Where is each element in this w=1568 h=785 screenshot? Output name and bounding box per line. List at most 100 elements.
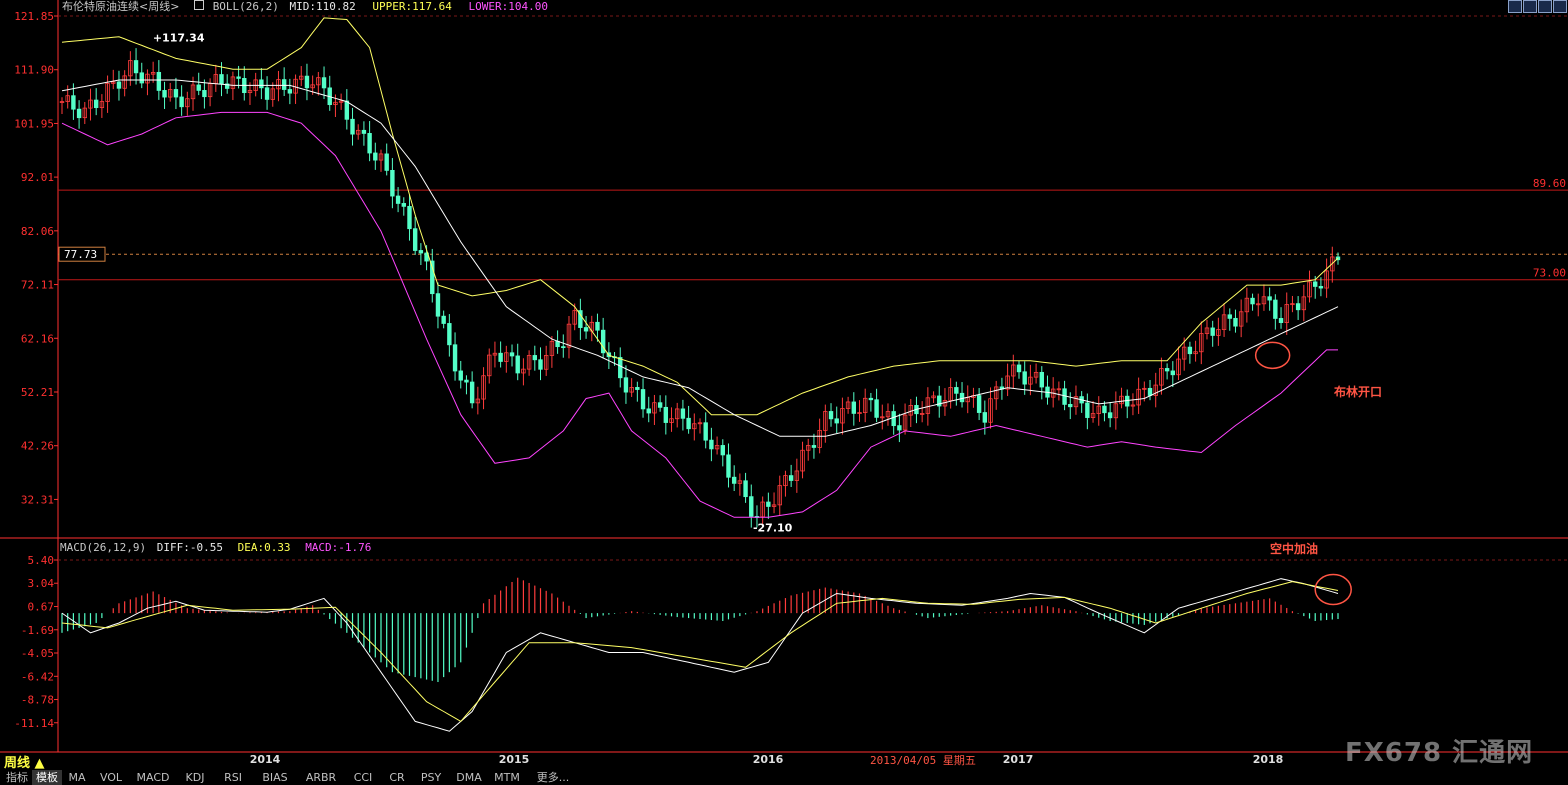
indicator-tab-5[interactable]: KDJ [185,771,205,784]
indicator-tab-8[interactable]: ARBR [305,771,337,784]
macd-tick-label: -1.69 [21,624,54,637]
candle-body [669,418,674,423]
candle-body [583,327,589,332]
candle-body [1119,395,1124,405]
candle-body [202,90,207,98]
indicator-tab-2[interactable]: MA [68,771,86,784]
indicator-tab-4[interactable]: MACD [136,771,170,784]
refuel-label: 空中加油 [1270,541,1318,556]
macd-diff: DIFF:-0.55 [156,541,223,554]
indicator-tab-14[interactable]: 更多... [536,771,570,784]
indicator-tab-1[interactable]: 模板 [32,770,62,785]
indicator-tab-12[interactable]: DMA [456,771,482,784]
candle-body [1181,346,1187,360]
candle-body [572,310,577,325]
candle-body [316,77,321,86]
candle-body [1227,314,1232,319]
candle-body [714,445,720,450]
indicator-tab-6[interactable]: RSI [224,771,242,784]
period-selector[interactable]: 周线 ▲ [4,756,45,771]
window-minimize-button[interactable] [1508,0,1522,13]
candle-body [891,411,896,427]
macd-tick-label: -11.14 [14,717,54,730]
price-tick-label: 32.31 [21,493,54,506]
indicator-tab-9[interactable]: CCI [353,771,373,784]
candle-body [925,397,931,414]
candle-body [1136,388,1141,406]
low-annotation: -27.10 [753,522,793,535]
indicator-tab-0[interactable]: 指标 [6,771,28,784]
candle-body [862,397,868,413]
indicator-tab-3[interactable]: VOL [99,771,123,784]
window-restore-button[interactable] [1523,0,1537,13]
candle-body [1176,358,1181,376]
candle-body [880,416,885,419]
candle-body [1221,314,1227,330]
candle-body [276,79,281,90]
candle-body [407,205,412,230]
price-tick-label: 52.21 [21,386,54,399]
candle-body [430,260,435,295]
candle-body [1085,402,1090,418]
candle-body [663,406,669,423]
candle-body [988,398,993,423]
boll-mid: MID:110.82 [289,0,356,13]
macd-dea-line [61,581,1339,723]
indicator-tab-13[interactable]: MTM [494,771,520,784]
level-label-73: 73.00 [1533,267,1566,280]
candle-body [521,368,526,374]
candle-body [162,90,167,98]
candle-body [743,480,748,498]
macd-tick-label: 0.67 [28,601,55,614]
candle-body [356,129,361,135]
candle-body [1090,413,1096,418]
candle-body [646,408,651,414]
candle-body [401,203,406,207]
candle-body [726,454,731,478]
macd-label: MACD(26,12,9) [60,541,147,554]
candle-body [1073,396,1079,408]
candle-body [469,381,475,404]
candle-body [680,408,686,419]
candle-body [116,81,122,89]
candle-body [373,152,378,161]
candle-body [168,89,173,98]
candle-body [145,73,150,84]
candle-body [543,355,549,370]
price-tick-label: 42.26 [21,440,54,453]
candle-body [954,387,959,394]
candle-body [504,352,509,362]
candle-body [526,355,532,370]
high-annotation: +117.34 [153,31,205,44]
candle-body [128,60,133,77]
level-label-89: 89.60 [1533,177,1566,190]
candle-body [817,429,822,448]
candle-body [1033,371,1039,378]
candle-body [635,387,640,390]
candle-body [492,352,498,356]
window-expand-button[interactable] [1538,0,1552,13]
candle-body [1147,387,1153,396]
candle-body [88,99,93,109]
candle-body [931,395,936,399]
candle-body [1153,384,1158,396]
candle-body [1250,297,1255,305]
candle-body [515,355,520,374]
candle-body [1267,296,1272,301]
candle-body [578,310,583,328]
candle-body [652,402,657,414]
candle-body [390,170,395,197]
candle-body [333,101,338,106]
candle-body [709,439,714,450]
candle-body [566,323,572,348]
bollinger-open-circle [1254,341,1291,370]
window-close-button[interactable] [1553,0,1567,13]
candle-body [1324,270,1329,289]
candle-body [264,87,270,100]
candle-body [412,228,418,251]
candle-body [1261,296,1267,305]
indicator-tab-7[interactable]: BIAS [262,771,288,784]
candle-body [458,370,463,381]
indicator-tab-11[interactable]: PSY [420,771,442,784]
indicator-tab-10[interactable]: CR [389,771,405,784]
